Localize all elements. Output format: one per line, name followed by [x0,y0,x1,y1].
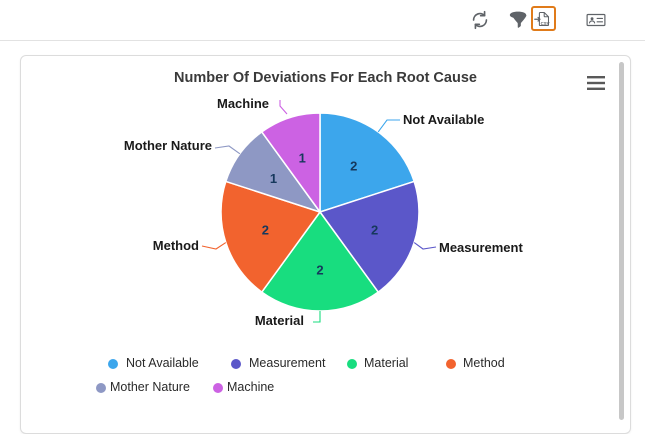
svg-text:2: 2 [316,262,323,277]
svg-text:1: 1 [270,171,277,186]
svg-text:Measurement: Measurement [439,240,523,255]
svg-text:Method: Method [153,238,199,253]
svg-text:2: 2 [371,223,378,238]
svg-text:Material: Material [255,313,304,328]
svg-text:Not Available: Not Available [403,112,484,127]
svg-text:Mother Nature: Mother Nature [124,138,212,153]
svg-text:2: 2 [350,159,357,174]
svg-text:Machine: Machine [217,96,269,111]
svg-text:1: 1 [299,150,306,165]
svg-text:CSV: CSV [541,20,550,25]
svg-text:2: 2 [262,223,269,238]
